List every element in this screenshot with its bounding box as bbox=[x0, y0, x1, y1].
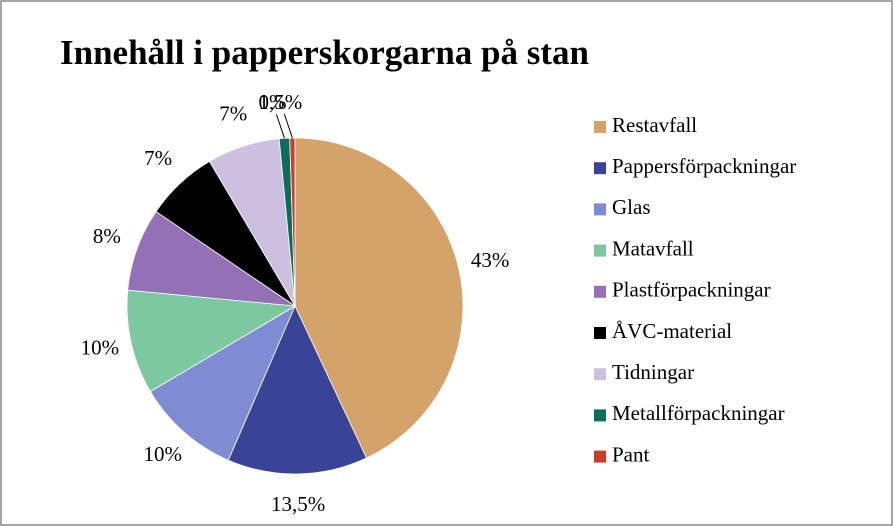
legend-label: Restavfall bbox=[612, 113, 697, 137]
legend-swatch bbox=[594, 368, 606, 381]
data-label: 43% bbox=[471, 248, 510, 272]
chart-title: Innehåll i papperskorgarna på stan bbox=[60, 33, 589, 72]
legend-label: Matavfall bbox=[612, 236, 694, 260]
legend-swatch bbox=[594, 450, 606, 463]
data-label: 0,5% bbox=[258, 90, 302, 114]
legend-swatch bbox=[594, 409, 606, 422]
legend-label: Metallförpackningar bbox=[612, 401, 785, 425]
data-label: 10% bbox=[81, 335, 120, 359]
pie-slice bbox=[149, 305, 296, 461]
data-label: 7% bbox=[219, 102, 247, 126]
legend-swatch bbox=[594, 121, 606, 133]
data-label: 10% bbox=[143, 442, 182, 466]
data-label: 7% bbox=[144, 146, 172, 170]
legend-swatch bbox=[594, 327, 606, 339]
data-label: 13,5% bbox=[271, 492, 325, 516]
data-label: 1% bbox=[258, 90, 286, 114]
pie-slice bbox=[227, 305, 368, 475]
legend-swatch bbox=[594, 285, 606, 298]
legend-label: Plastförpackningar bbox=[612, 278, 771, 302]
pie-slice bbox=[289, 137, 296, 307]
legend-label: Tidningar bbox=[612, 360, 694, 384]
legend-label: Pant bbox=[612, 442, 650, 466]
pie-slice bbox=[294, 137, 464, 459]
legend-swatch bbox=[594, 162, 606, 175]
legend-label: Pappersförpackningar bbox=[612, 154, 796, 178]
leader-line bbox=[275, 114, 285, 139]
leader-line bbox=[283, 113, 293, 139]
legend-swatch bbox=[594, 244, 606, 257]
data-label: 8% bbox=[93, 224, 121, 248]
pie-slice bbox=[126, 289, 297, 393]
legend-swatch bbox=[594, 203, 606, 216]
legend-label: Glas bbox=[612, 195, 651, 219]
legend-label: ÅVC-material bbox=[612, 319, 732, 343]
